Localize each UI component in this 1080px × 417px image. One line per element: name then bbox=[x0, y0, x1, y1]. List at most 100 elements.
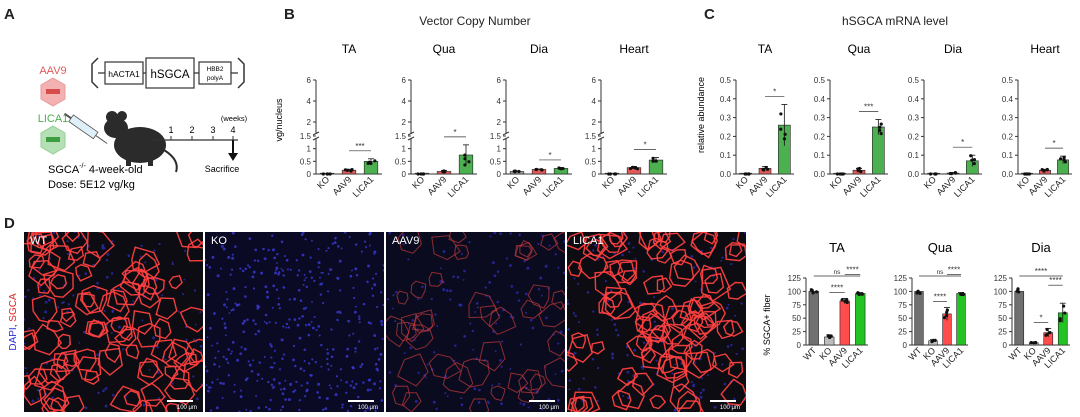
nucleus-dot bbox=[336, 318, 339, 322]
svg-text:DAPI, SGCA: DAPI, SGCA bbox=[8, 293, 19, 351]
data-point bbox=[652, 159, 656, 163]
nucleus-dot bbox=[275, 288, 279, 291]
bar-wt bbox=[1014, 291, 1025, 346]
nucleus-dot bbox=[232, 308, 235, 311]
data-point bbox=[856, 169, 860, 173]
nucleus-dot bbox=[567, 357, 569, 360]
fiber-outline bbox=[176, 232, 203, 249]
nucleus-dot bbox=[632, 246, 635, 249]
nucleus-dot bbox=[206, 293, 210, 297]
mrna-ylabel: relative abundance bbox=[696, 77, 706, 153]
nucleus-dot bbox=[379, 291, 383, 294]
y-tick-label: 0.3 bbox=[1002, 114, 1014, 123]
nucleus-dot bbox=[430, 298, 433, 301]
scale-bar-label: 100 μm bbox=[719, 405, 740, 411]
nucleus-dot bbox=[354, 243, 358, 246]
fiber-outline bbox=[442, 362, 474, 394]
nucleus-dot bbox=[305, 276, 307, 279]
nucleus-dot bbox=[460, 253, 463, 255]
y-tick-label: 4 bbox=[307, 97, 312, 106]
nucleus-dot bbox=[246, 377, 249, 380]
nucleus-dot bbox=[360, 250, 363, 253]
nucleus-dot bbox=[634, 257, 637, 260]
nucleus-dot bbox=[596, 399, 599, 403]
nucleus-dot bbox=[327, 368, 330, 371]
fiber-outline bbox=[609, 259, 638, 284]
nucleus-dot bbox=[72, 294, 75, 297]
data-point bbox=[826, 334, 831, 338]
fiber-outline bbox=[82, 251, 101, 268]
nucleus-dot bbox=[627, 396, 630, 400]
nucleus-dot bbox=[378, 387, 382, 390]
nucleus-dot bbox=[469, 322, 472, 325]
fiber-outline bbox=[109, 385, 142, 412]
nucleus-dot bbox=[260, 271, 264, 275]
nucleus-dot bbox=[56, 306, 60, 309]
data-point bbox=[878, 128, 882, 133]
nucleus-dot bbox=[380, 399, 384, 402]
nucleus-dot bbox=[376, 347, 379, 350]
nucleus-dot bbox=[488, 402, 490, 405]
bar-aav9 bbox=[531, 169, 547, 175]
nucleus-dot bbox=[293, 318, 297, 322]
nucleus-dot bbox=[216, 342, 219, 345]
fiber-outline bbox=[119, 266, 150, 296]
fiber-outline bbox=[112, 280, 141, 306]
nucleus-dot bbox=[699, 391, 703, 395]
y-tick-label: 4 bbox=[592, 97, 597, 106]
fiber-outline bbox=[63, 352, 81, 368]
nucleus-dot bbox=[375, 305, 379, 309]
fiber-outline bbox=[410, 280, 427, 299]
nucleus-dot bbox=[244, 285, 247, 289]
nucleus-dot bbox=[329, 268, 333, 272]
data-point bbox=[1048, 330, 1052, 335]
nucleus-dot bbox=[610, 318, 613, 322]
nucleus-dot bbox=[24, 342, 26, 345]
nucleus-dot bbox=[463, 269, 466, 273]
nucleus-dot bbox=[692, 266, 696, 269]
nucleus-dot bbox=[525, 311, 528, 314]
fiber-outline bbox=[61, 307, 76, 323]
nucleus-dot bbox=[352, 386, 356, 390]
y-tick-label: 6 bbox=[497, 76, 502, 85]
nucleus-dot bbox=[417, 297, 420, 301]
nucleus-dot bbox=[568, 379, 572, 382]
nucleus-dot bbox=[225, 291, 228, 293]
data-point bbox=[1027, 172, 1031, 176]
nucleus-dot bbox=[271, 234, 274, 237]
nucleus-dot bbox=[340, 379, 343, 382]
nucleus-dot bbox=[28, 327, 31, 330]
y-tick-label: 6 bbox=[402, 76, 407, 85]
y-axis-qua: 0 0.5 1 1.5 2 4 6 bbox=[395, 76, 477, 179]
nucleus-dot bbox=[373, 283, 377, 287]
nucleus-dot bbox=[336, 385, 339, 388]
fiber-outline bbox=[488, 306, 517, 335]
svg-text:vg/nucleus: vg/nucleus bbox=[274, 98, 284, 142]
fiber-outline bbox=[699, 264, 719, 285]
nucleus-dot bbox=[468, 241, 471, 244]
nucleus-dot bbox=[363, 240, 367, 243]
data-point bbox=[972, 162, 976, 166]
nucleus-dot bbox=[730, 263, 733, 266]
nucleus-dot bbox=[353, 310, 357, 314]
nucleus-dot bbox=[723, 382, 727, 386]
nucleus-dot bbox=[251, 275, 255, 279]
y-axis-heart: 0 0.5 1 1.5 2 4 6 bbox=[585, 76, 667, 179]
y-tick-label: 0.3 bbox=[720, 114, 732, 123]
nucleus-dot bbox=[454, 344, 457, 347]
nucleus-dot bbox=[368, 232, 372, 235]
y-tick-label: 0.5 bbox=[300, 157, 312, 166]
fiber-outline bbox=[37, 278, 52, 294]
nucleus-dot bbox=[38, 268, 41, 271]
data-point bbox=[953, 171, 958, 175]
nucleus-dot bbox=[52, 232, 56, 234]
fiber-outline bbox=[26, 233, 46, 254]
nucleus-dot bbox=[192, 338, 195, 341]
itr-left-icon bbox=[91, 57, 99, 89]
nucleus-dot bbox=[254, 248, 258, 252]
fiber-outline bbox=[647, 327, 674, 357]
fiber-outline bbox=[682, 322, 708, 347]
fiber-outline bbox=[701, 266, 732, 302]
nucleus-dot bbox=[626, 370, 630, 374]
nucleus-dot bbox=[272, 378, 276, 381]
